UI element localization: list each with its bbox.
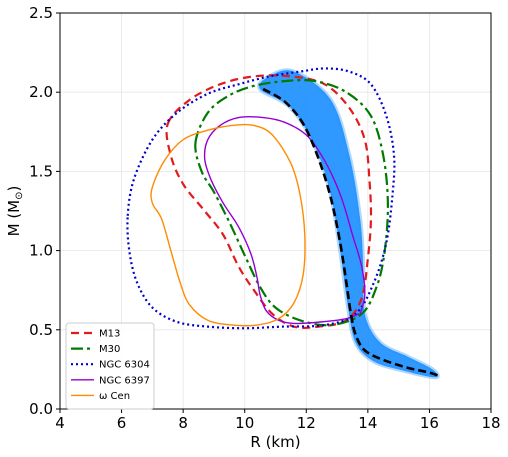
x-tick-label: 4 <box>55 414 65 432</box>
series-line-2 <box>126 67 396 330</box>
legend-label: M13 <box>99 329 120 340</box>
y-axis-label-end: ) <box>5 186 23 192</box>
y-tick-label: 0.0 <box>29 400 53 418</box>
legend-label: NGC 6304 <box>99 360 150 371</box>
series-line-0 <box>165 74 373 329</box>
band-fill <box>259 70 438 378</box>
x-tick-label: 18 <box>481 414 500 432</box>
y-tick-label: 2.5 <box>29 4 53 22</box>
legend: M13 M30 NGC 6304 NGC 6397 ω Cen <box>65 322 155 410</box>
ticks: 4 6 8 10 12 14 16 18 0.0 0.5 1.0 1.5 2.0 2.5 <box>29 4 500 432</box>
x-tick-label: 10 <box>235 414 254 432</box>
y-axis-label-subscript: ⊙ <box>14 191 25 199</box>
series-line-1 <box>194 78 389 327</box>
x-axis-label: R (km) <box>250 433 300 451</box>
x-tick-label: 14 <box>358 414 377 432</box>
y-tick-label: 2.0 <box>29 83 53 101</box>
y-tick-label: 1.0 <box>29 242 53 260</box>
series-layer <box>126 67 440 377</box>
x-tick-label: 12 <box>297 414 316 432</box>
x-tick-label: 16 <box>420 414 439 432</box>
plot-frame <box>59 12 492 410</box>
y-tick-label: 1.5 <box>29 162 53 180</box>
legend-label: ω Cen <box>99 391 130 402</box>
legend-box <box>65 322 155 410</box>
x-tick-label: 8 <box>178 414 188 432</box>
band-layer <box>257 68 440 380</box>
legend-label: NGC 6397 <box>99 375 150 386</box>
y-tick-label: 0.5 <box>29 321 53 339</box>
y-axis-label: M (M⊙) <box>5 186 25 237</box>
legend-label: M30 <box>99 344 120 355</box>
y-axis-label-main: M (M <box>5 200 23 237</box>
x-tick-label: 6 <box>117 414 127 432</box>
series-line-4 <box>150 123 306 327</box>
